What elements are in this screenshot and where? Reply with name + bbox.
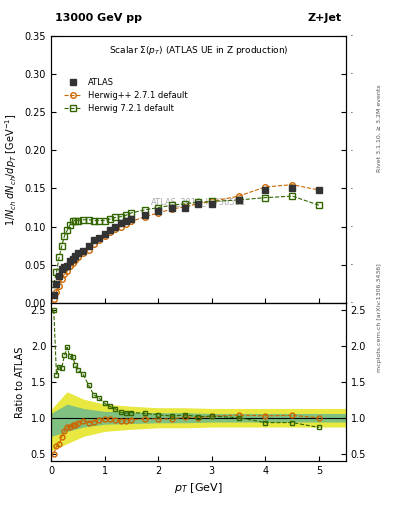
Legend: ATLAS, Herwig++ 2.7.1 default, Herwig 7.2.1 default: ATLAS, Herwig++ 2.7.1 default, Herwig 7.…: [61, 75, 191, 117]
X-axis label: $p_T$ [GeV]: $p_T$ [GeV]: [174, 481, 223, 495]
Text: mcplots.cern.ch [arXiv:1306.3436]: mcplots.cern.ch [arXiv:1306.3436]: [377, 263, 382, 372]
Text: Scalar $\Sigma(p_T)$ (ATLAS UE in Z production): Scalar $\Sigma(p_T)$ (ATLAS UE in Z prod…: [109, 44, 288, 57]
Text: ATLAS_2019_I1736531: ATLAS_2019_I1736531: [151, 197, 246, 206]
Text: Rivet 3.1.10, ≥ 3.2M events: Rivet 3.1.10, ≥ 3.2M events: [377, 84, 382, 172]
Text: 13000 GeV pp: 13000 GeV pp: [55, 13, 142, 23]
Text: Z+Jet: Z+Jet: [308, 13, 342, 23]
Y-axis label: $1/N_{ch}\;dN_{ch}/dp_T$ [GeV$^{-1}$]: $1/N_{ch}\;dN_{ch}/dp_T$ [GeV$^{-1}$]: [3, 113, 19, 226]
Y-axis label: Ratio to ATLAS: Ratio to ATLAS: [15, 346, 25, 418]
